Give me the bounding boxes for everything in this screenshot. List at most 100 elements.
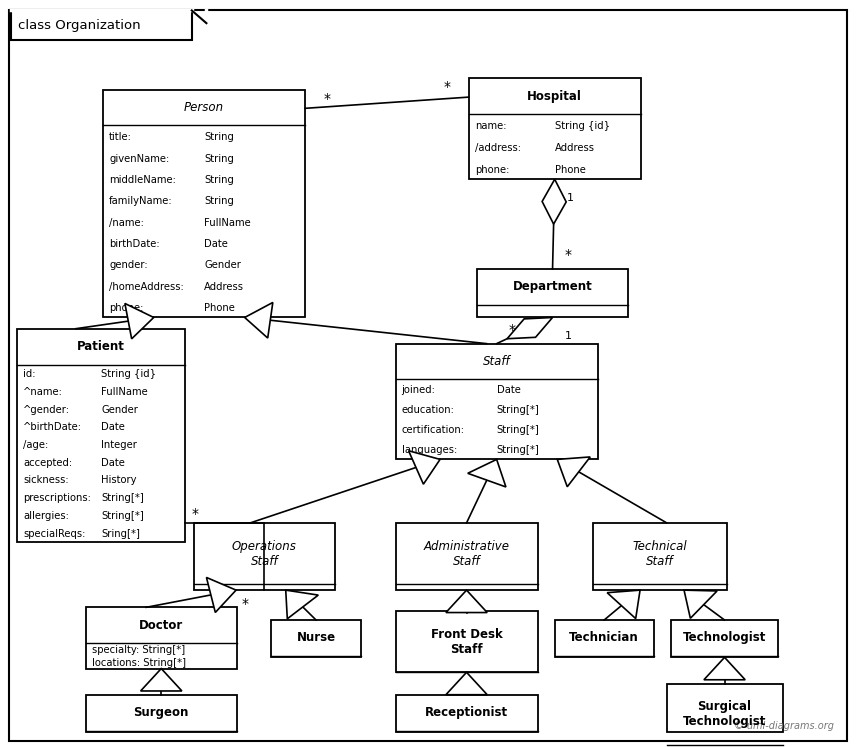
- FancyBboxPatch shape: [593, 523, 727, 590]
- FancyBboxPatch shape: [86, 607, 237, 669]
- Text: Sring[*]: Sring[*]: [101, 529, 140, 539]
- Polygon shape: [125, 303, 154, 339]
- Text: Technologist: Technologist: [683, 631, 766, 645]
- Text: Surgical
Technologist: Surgical Technologist: [683, 700, 766, 728]
- Text: Technical
Staff: Technical Staff: [633, 539, 687, 568]
- Polygon shape: [445, 672, 487, 695]
- Text: String[*]: String[*]: [101, 511, 144, 521]
- Text: © uml-diagrams.org: © uml-diagrams.org: [734, 721, 834, 731]
- Text: String[*]: String[*]: [101, 493, 144, 503]
- Text: String[*]: String[*]: [497, 426, 539, 436]
- Polygon shape: [542, 179, 566, 224]
- Text: String {id}: String {id}: [555, 121, 610, 131]
- Text: *: *: [323, 92, 330, 105]
- FancyBboxPatch shape: [666, 684, 783, 732]
- Text: Technician: Technician: [569, 631, 639, 645]
- Text: ^gender:: ^gender:: [23, 405, 71, 415]
- Text: gender:: gender:: [109, 260, 148, 270]
- Text: 1: 1: [567, 193, 574, 203]
- FancyBboxPatch shape: [671, 620, 778, 657]
- Polygon shape: [684, 590, 717, 619]
- Polygon shape: [507, 317, 553, 338]
- Text: String: String: [205, 175, 234, 185]
- Text: prescriptions:: prescriptions:: [23, 493, 91, 503]
- Text: Patient: Patient: [77, 340, 125, 353]
- Text: locations: String[*]: locations: String[*]: [92, 658, 186, 668]
- Text: id:: id:: [23, 369, 36, 379]
- Text: Doctor: Doctor: [139, 619, 183, 632]
- FancyBboxPatch shape: [86, 695, 237, 732]
- Polygon shape: [286, 590, 318, 619]
- Text: /address:: /address:: [475, 143, 520, 153]
- Text: *: *: [564, 249, 572, 262]
- Text: *: *: [444, 81, 451, 94]
- Text: Staff: Staff: [482, 355, 511, 368]
- Polygon shape: [703, 657, 745, 680]
- Polygon shape: [445, 590, 487, 613]
- Text: /homeAddress:: /homeAddress:: [109, 282, 184, 291]
- Text: specialReqs:: specialReqs:: [23, 529, 86, 539]
- Text: familyName:: familyName:: [109, 196, 173, 206]
- FancyBboxPatch shape: [17, 329, 185, 542]
- Polygon shape: [557, 457, 590, 487]
- Text: givenName:: givenName:: [109, 154, 169, 164]
- Text: Gender: Gender: [205, 260, 241, 270]
- Text: String {id}: String {id}: [101, 369, 157, 379]
- Text: Front Desk
Staff: Front Desk Staff: [431, 627, 502, 656]
- Text: allergies:: allergies:: [23, 511, 69, 521]
- FancyBboxPatch shape: [396, 523, 538, 590]
- FancyBboxPatch shape: [194, 523, 335, 590]
- Text: *: *: [242, 597, 249, 610]
- Text: Gender: Gender: [101, 405, 138, 415]
- Polygon shape: [244, 303, 273, 338]
- Text: joined:: joined:: [402, 385, 435, 395]
- Text: Department: Department: [513, 280, 593, 294]
- Text: accepted:: accepted:: [23, 458, 72, 468]
- Text: String: String: [205, 132, 234, 142]
- Text: title:: title:: [109, 132, 132, 142]
- Text: Administrative
Staff: Administrative Staff: [423, 539, 509, 568]
- Text: String: String: [205, 154, 234, 164]
- Text: *: *: [192, 507, 199, 521]
- Polygon shape: [206, 577, 236, 613]
- Text: String: String: [205, 196, 234, 206]
- Text: Date: Date: [101, 422, 125, 433]
- Text: Address: Address: [205, 282, 244, 291]
- Polygon shape: [408, 450, 440, 484]
- Text: ^birthDate:: ^birthDate:: [23, 422, 83, 433]
- Text: History: History: [101, 476, 137, 486]
- Text: Phone: Phone: [205, 303, 235, 313]
- FancyBboxPatch shape: [396, 611, 538, 672]
- Text: Hospital: Hospital: [527, 90, 582, 103]
- FancyBboxPatch shape: [9, 10, 847, 741]
- Text: Date: Date: [205, 239, 228, 249]
- Text: Address: Address: [555, 143, 595, 153]
- Text: education:: education:: [402, 406, 454, 415]
- Text: Integer: Integer: [101, 440, 137, 450]
- Text: /age:: /age:: [23, 440, 48, 450]
- Text: birthDate:: birthDate:: [109, 239, 160, 249]
- Text: phone:: phone:: [109, 303, 144, 313]
- Text: *: *: [508, 323, 516, 337]
- Text: Surgeon: Surgeon: [133, 706, 189, 719]
- Text: String[*]: String[*]: [497, 406, 539, 415]
- Text: Nurse: Nurse: [297, 631, 335, 645]
- FancyBboxPatch shape: [477, 269, 628, 317]
- Polygon shape: [468, 459, 506, 487]
- Text: certification:: certification:: [402, 426, 464, 436]
- FancyBboxPatch shape: [469, 78, 641, 179]
- Text: ^name:: ^name:: [23, 387, 63, 397]
- Polygon shape: [607, 590, 640, 619]
- Text: FullName: FullName: [205, 217, 251, 228]
- Text: name:: name:: [475, 121, 507, 131]
- FancyBboxPatch shape: [396, 695, 538, 732]
- Text: 1: 1: [564, 331, 572, 341]
- Text: /name:: /name:: [109, 217, 144, 228]
- Text: sickness:: sickness:: [23, 476, 69, 486]
- Text: middleName:: middleName:: [109, 175, 176, 185]
- FancyBboxPatch shape: [555, 620, 654, 657]
- Text: Date: Date: [497, 385, 520, 395]
- Text: Date: Date: [101, 458, 125, 468]
- FancyBboxPatch shape: [271, 620, 361, 657]
- Text: Operations
Staff: Operations Staff: [232, 539, 297, 568]
